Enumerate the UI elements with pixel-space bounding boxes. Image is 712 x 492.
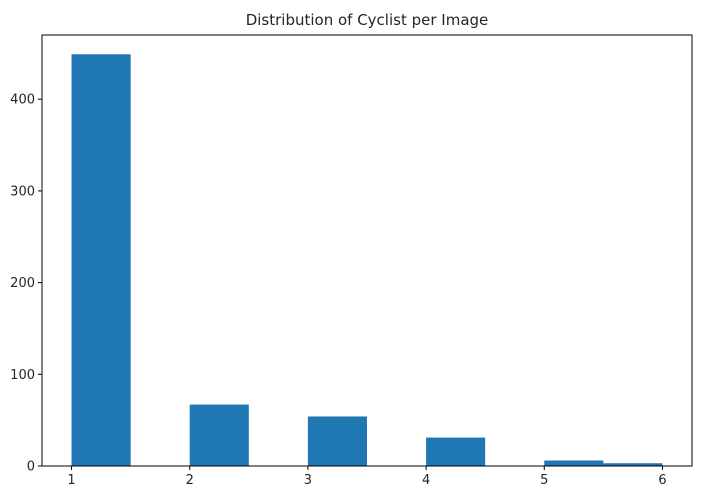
x-tick-label: 5 — [540, 473, 548, 488]
x-tick-label: 2 — [186, 473, 194, 488]
x-tick-label: 3 — [304, 473, 312, 488]
x-tick-label: 1 — [67, 473, 75, 488]
y-axis-ticks: 0 100 200 300 400 — [10, 93, 42, 475]
bar-3 — [307, 416, 367, 466]
plot-frame — [41, 34, 693, 467]
x-tick-label: 6 — [658, 473, 666, 488]
bar-2 — [189, 404, 249, 466]
y-tick-label: 400 — [10, 93, 35, 108]
x-axis-ticks: 1 2 3 4 5 6 — [67, 466, 667, 488]
bar-1 — [71, 54, 131, 466]
bar-6 — [603, 463, 663, 466]
bar-4 — [426, 437, 486, 466]
bars-group — [71, 54, 663, 466]
x-tick-label: 4 — [422, 473, 430, 488]
y-tick-label: 0 — [27, 460, 35, 475]
y-tick-label: 300 — [10, 184, 35, 199]
y-tick-label: 200 — [10, 276, 35, 291]
chart-title: Distribution of Cyclist per Image — [246, 11, 489, 29]
bar-5 — [544, 460, 604, 466]
y-tick-label: 100 — [10, 368, 35, 383]
